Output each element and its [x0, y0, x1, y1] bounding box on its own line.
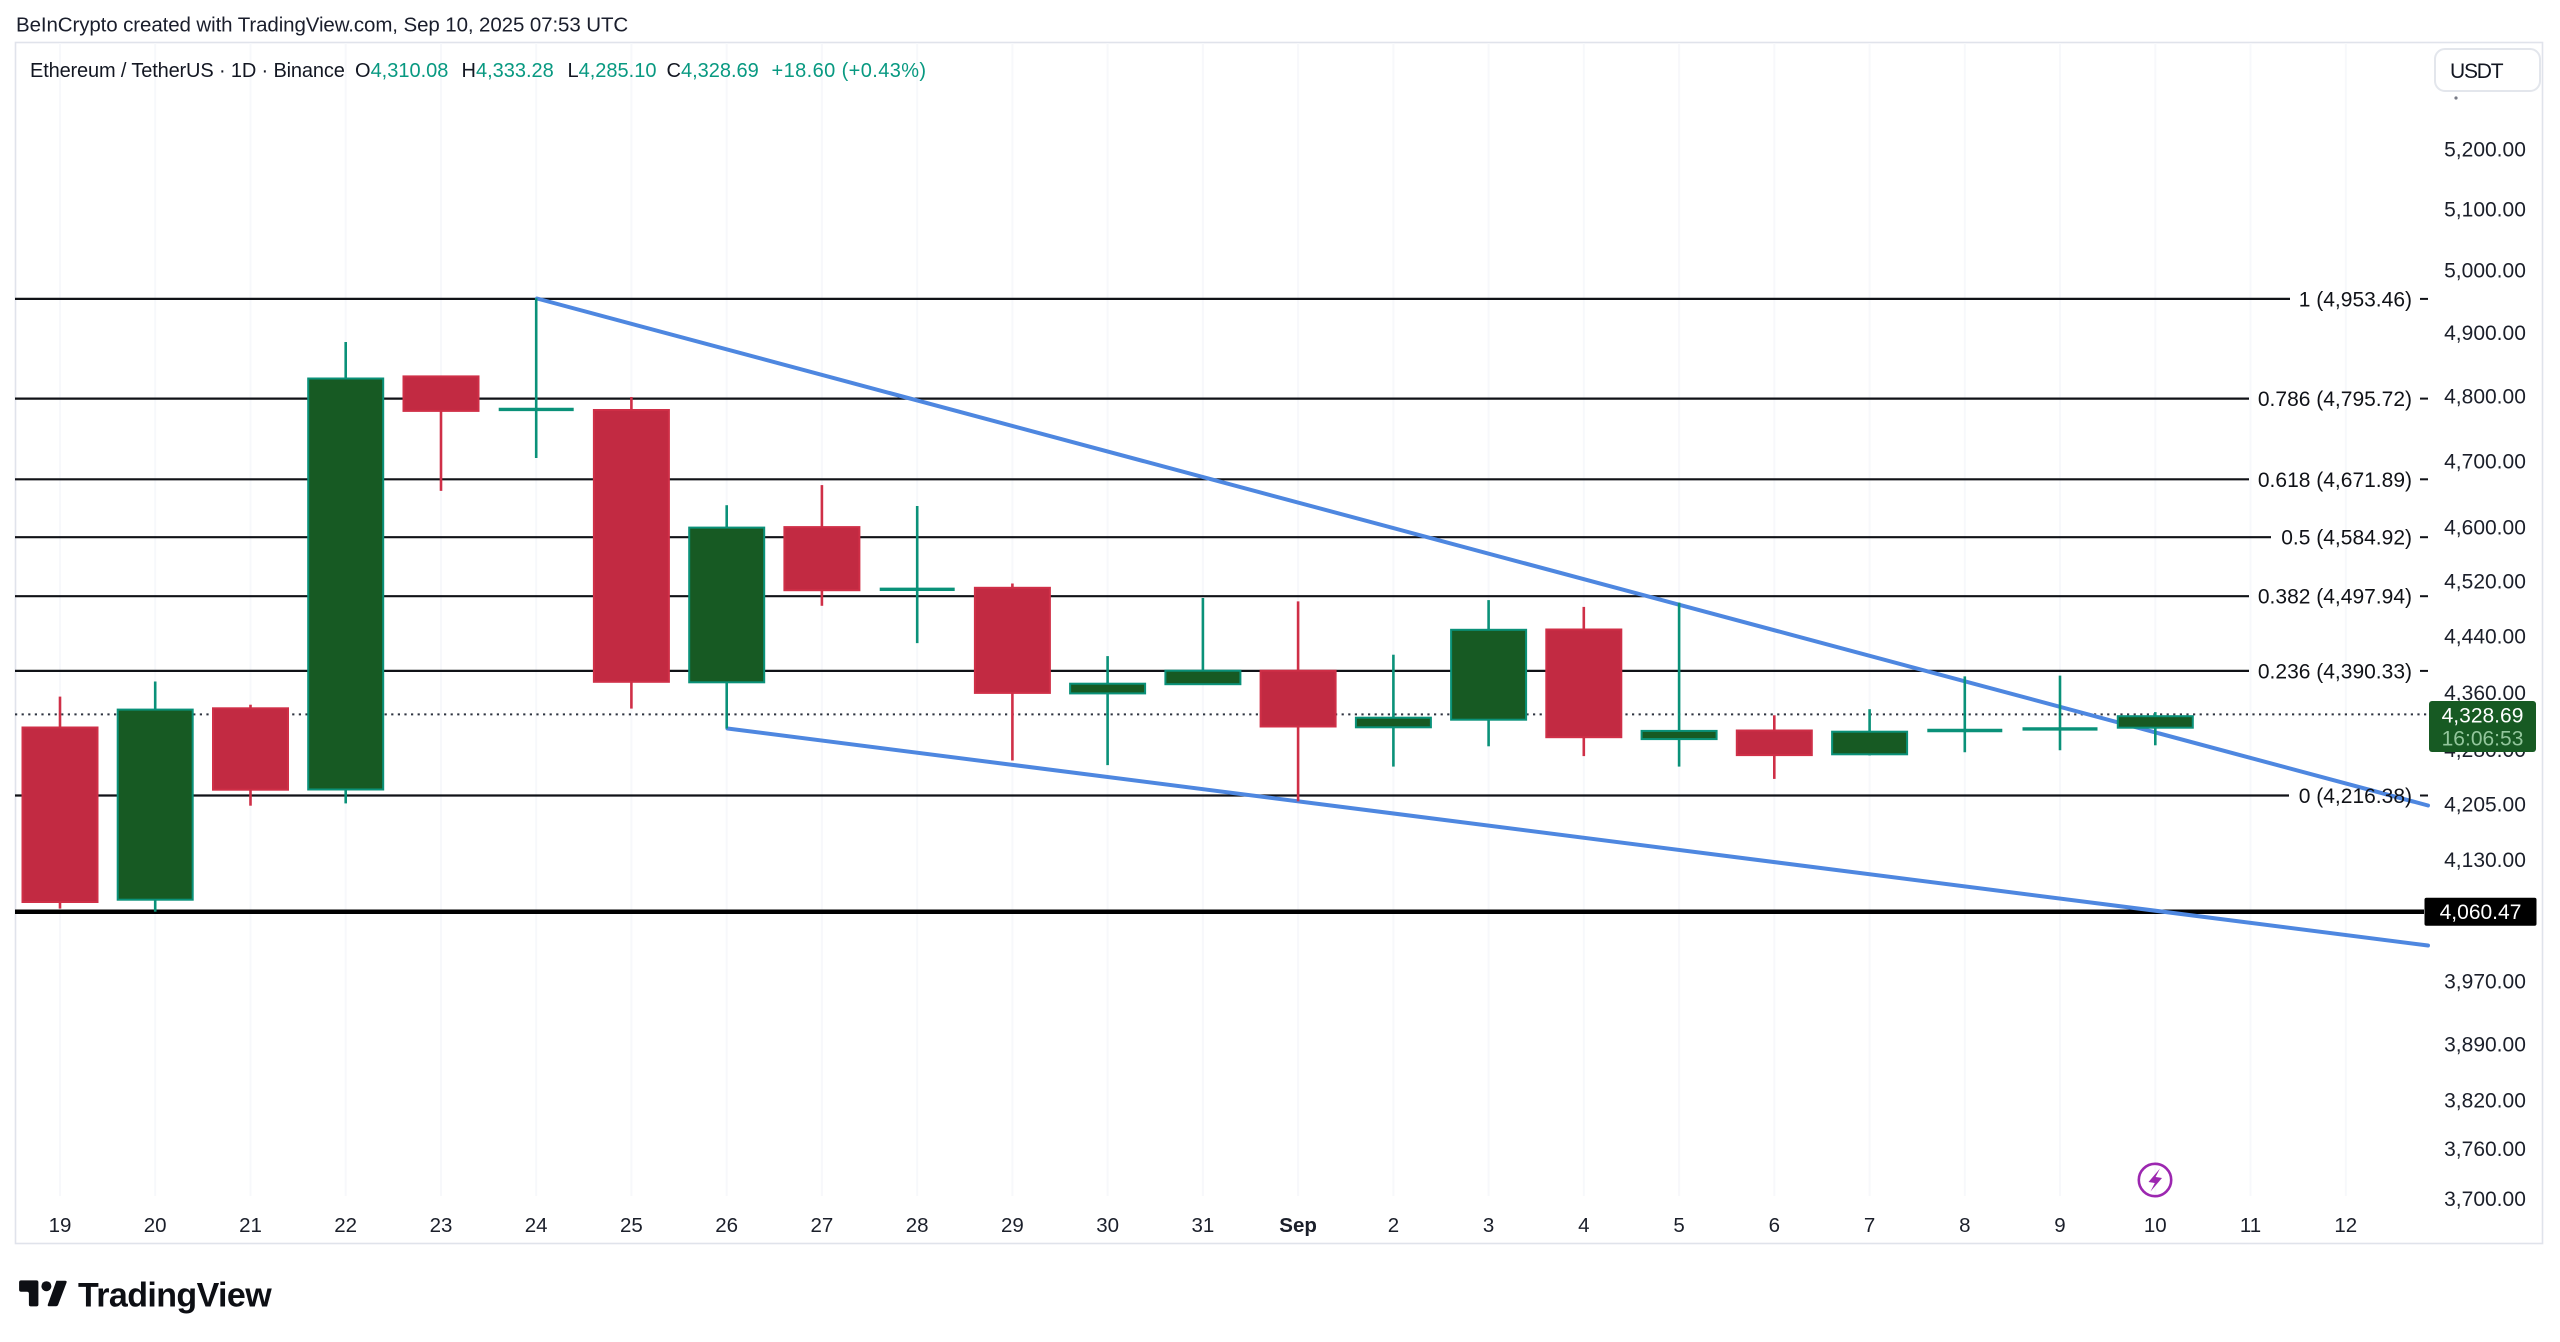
svg-text:22: 22	[334, 1214, 357, 1237]
svg-text:0.382 (4,497.94): 0.382 (4,497.94)	[2258, 586, 2412, 609]
svg-text:26: 26	[715, 1214, 738, 1237]
svg-text:4,440.00: 4,440.00	[2444, 626, 2526, 649]
svg-text:4,205.00: 4,205.00	[2444, 793, 2526, 816]
svg-text:19: 19	[49, 1214, 72, 1237]
svg-text:8: 8	[1959, 1214, 1970, 1237]
svg-text:USDT: USDT	[2450, 60, 2504, 83]
svg-text:16:06:53: 16:06:53	[2442, 728, 2524, 751]
svg-text:7: 7	[1864, 1214, 1875, 1237]
svg-text:30: 30	[1096, 1214, 1119, 1237]
svg-text:4: 4	[1578, 1214, 1589, 1237]
svg-text:23: 23	[430, 1214, 453, 1237]
svg-text:4,328.69: 4,328.69	[2442, 705, 2524, 728]
svg-text:0.5 (4,584.92): 0.5 (4,584.92)	[2281, 527, 2412, 550]
svg-text:5,200.00: 5,200.00	[2444, 139, 2526, 162]
svg-text:Sep: Sep	[1279, 1214, 1317, 1237]
svg-text:4,520.00: 4,520.00	[2444, 571, 2526, 594]
svg-text:H4,333.28: H4,333.28	[462, 60, 554, 82]
svg-text:4,900.00: 4,900.00	[2444, 322, 2526, 345]
svg-text:12: 12	[2334, 1214, 2357, 1237]
svg-text:20: 20	[144, 1214, 167, 1237]
svg-text:4,700.00: 4,700.00	[2444, 450, 2526, 473]
svg-text:BeInCrypto created with Tradin: BeInCrypto created with TradingView.com,…	[16, 14, 628, 37]
svg-text:Ethereum / TetherUS · 1D · Bin: Ethereum / TetherUS · 1D · Binance	[30, 60, 345, 82]
svg-text:L4,285.10: L4,285.10	[568, 60, 657, 82]
svg-text:21: 21	[239, 1214, 262, 1237]
svg-text:10: 10	[2144, 1214, 2167, 1237]
svg-text:3: 3	[1483, 1214, 1494, 1237]
svg-text:2: 2	[1388, 1214, 1399, 1237]
svg-text:C4,328.69: C4,328.69	[667, 60, 759, 82]
svg-text:6: 6	[1769, 1214, 1780, 1237]
svg-text:28: 28	[906, 1214, 929, 1237]
svg-text:4,130.00: 4,130.00	[2444, 849, 2526, 872]
svg-text:5,100.00: 5,100.00	[2444, 199, 2526, 222]
svg-text:3,890.00: 3,890.00	[2444, 1033, 2526, 1056]
svg-text:4,600.00: 4,600.00	[2444, 517, 2526, 540]
svg-text:24: 24	[525, 1214, 548, 1237]
svg-text:3,760.00: 3,760.00	[2444, 1138, 2526, 1161]
svg-text:11: 11	[2240, 1214, 2261, 1237]
svg-text:9: 9	[2054, 1214, 2065, 1237]
svg-text:1 (4,953.46): 1 (4,953.46)	[2299, 288, 2412, 311]
svg-text:4,060.47: 4,060.47	[2440, 901, 2522, 924]
svg-text:27: 27	[810, 1214, 833, 1237]
svg-text:25: 25	[620, 1214, 643, 1237]
svg-text:O4,310.08: O4,310.08	[355, 60, 448, 82]
svg-text:4,360.00: 4,360.00	[2444, 682, 2526, 705]
svg-text:4,800.00: 4,800.00	[2444, 385, 2526, 408]
svg-text:3,820.00: 3,820.00	[2444, 1089, 2526, 1112]
svg-text:TradingView: TradingView	[78, 1277, 272, 1315]
svg-text:0.618 (4,671.89): 0.618 (4,671.89)	[2258, 469, 2412, 492]
svg-text:3,970.00: 3,970.00	[2444, 971, 2526, 994]
svg-text:31: 31	[1191, 1214, 1214, 1237]
svg-text:+18.60 (+0.43%): +18.60 (+0.43%)	[772, 60, 927, 82]
svg-text:0 (4,216.38): 0 (4,216.38)	[2299, 785, 2412, 808]
svg-text:0.786 (4,795.72): 0.786 (4,795.72)	[2258, 388, 2412, 411]
svg-text:5,000.00: 5,000.00	[2444, 260, 2526, 283]
svg-text:0.236 (4,390.33): 0.236 (4,390.33)	[2258, 660, 2412, 683]
svg-text:5: 5	[1673, 1214, 1684, 1237]
svg-text:3,700.00: 3,700.00	[2444, 1188, 2526, 1211]
svg-text:29: 29	[1001, 1214, 1024, 1237]
